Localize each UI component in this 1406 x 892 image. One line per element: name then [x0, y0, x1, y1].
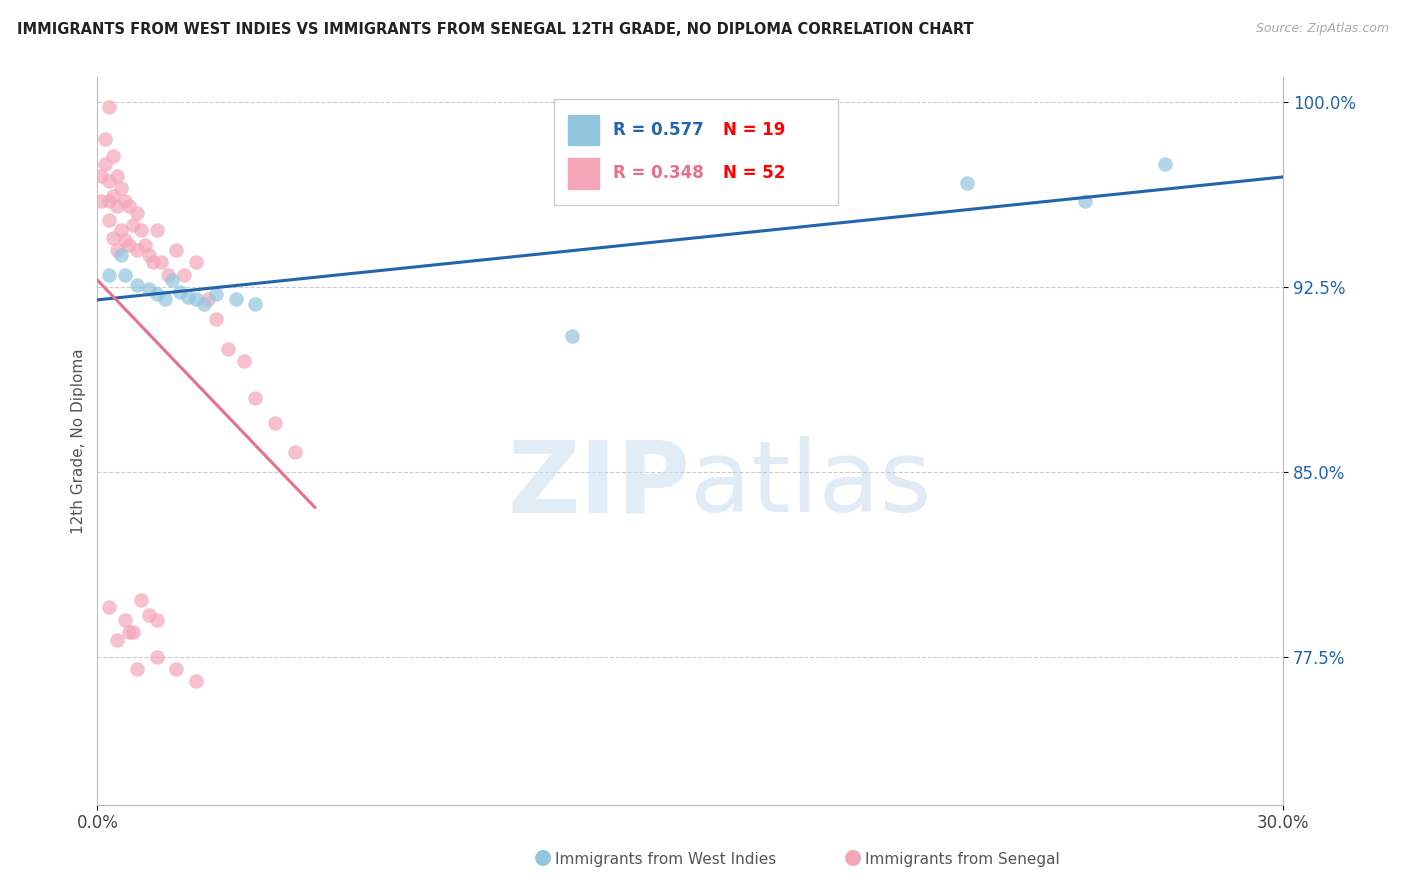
- Text: atlas: atlas: [690, 436, 932, 533]
- Point: [217, 342, 239, 356]
- FancyBboxPatch shape: [554, 99, 838, 204]
- Text: Immigrants from West Indies: Immigrants from West Indies: [555, 852, 776, 867]
- Point: [561, 329, 583, 343]
- Point: [110, 248, 132, 262]
- Point: [98, 268, 121, 282]
- Point: [118, 238, 141, 252]
- Text: ●: ●: [844, 847, 862, 867]
- Bar: [568, 114, 599, 145]
- Point: [145, 649, 167, 664]
- Point: [264, 416, 287, 430]
- Point: [98, 100, 121, 114]
- Point: [1074, 194, 1097, 208]
- Point: [1153, 157, 1175, 171]
- Point: [125, 243, 148, 257]
- Text: R = 0.577: R = 0.577: [613, 120, 704, 139]
- Point: [118, 625, 141, 640]
- Point: [125, 662, 148, 676]
- Text: Source: ZipAtlas.com: Source: ZipAtlas.com: [1256, 22, 1389, 36]
- Point: [98, 213, 121, 227]
- Point: [142, 255, 165, 269]
- Point: [165, 662, 187, 676]
- Text: N = 52: N = 52: [724, 164, 786, 183]
- Point: [98, 174, 121, 188]
- Point: [101, 149, 124, 163]
- Point: [125, 206, 148, 220]
- Y-axis label: 12th Grade, No Diploma: 12th Grade, No Diploma: [72, 348, 86, 534]
- Point: [205, 312, 228, 326]
- Point: [157, 268, 180, 282]
- Point: [129, 223, 152, 237]
- Point: [138, 248, 160, 262]
- Text: IMMIGRANTS FROM WEST INDIES VS IMMIGRANTS FROM SENEGAL 12TH GRADE, NO DIPLOMA CO: IMMIGRANTS FROM WEST INDIES VS IMMIGRANT…: [17, 22, 973, 37]
- Text: N = 19: N = 19: [724, 120, 786, 139]
- Point: [165, 243, 187, 257]
- Point: [173, 268, 195, 282]
- Point: [105, 169, 128, 183]
- Point: [186, 293, 208, 307]
- Point: [94, 132, 117, 146]
- Point: [145, 287, 167, 301]
- Point: [105, 632, 128, 647]
- Point: [110, 223, 132, 237]
- Point: [122, 219, 145, 233]
- Point: [145, 613, 167, 627]
- Point: [169, 285, 191, 299]
- Point: [245, 297, 267, 311]
- Point: [114, 194, 136, 208]
- Point: [105, 243, 128, 257]
- Point: [98, 600, 121, 615]
- Point: [125, 277, 148, 292]
- Point: [284, 445, 307, 459]
- Point: [186, 255, 208, 269]
- Point: [138, 607, 160, 622]
- Point: [101, 230, 124, 244]
- Point: [110, 181, 132, 195]
- Point: [90, 194, 112, 208]
- Point: [122, 625, 145, 640]
- Point: [101, 188, 124, 202]
- Point: [153, 293, 176, 307]
- Point: [94, 157, 117, 171]
- Point: [129, 593, 152, 607]
- Point: [186, 674, 208, 689]
- Text: R = 0.348: R = 0.348: [613, 164, 704, 183]
- Bar: [568, 158, 599, 189]
- Point: [114, 233, 136, 247]
- Point: [162, 272, 184, 286]
- Point: [956, 177, 979, 191]
- Point: [205, 287, 228, 301]
- Point: [105, 199, 128, 213]
- Point: [98, 194, 121, 208]
- Point: [225, 293, 247, 307]
- Point: [90, 169, 112, 183]
- Point: [134, 238, 156, 252]
- Point: [197, 293, 219, 307]
- Point: [114, 268, 136, 282]
- Point: [245, 391, 267, 405]
- Text: Immigrants from Senegal: Immigrants from Senegal: [865, 852, 1060, 867]
- Point: [232, 354, 254, 368]
- Point: [193, 297, 215, 311]
- Point: [138, 282, 160, 296]
- Point: [114, 613, 136, 627]
- Text: ZIP: ZIP: [508, 436, 690, 533]
- Point: [145, 223, 167, 237]
- Point: [118, 199, 141, 213]
- Point: [149, 255, 172, 269]
- Point: [177, 290, 200, 304]
- Text: ●: ●: [534, 847, 553, 867]
